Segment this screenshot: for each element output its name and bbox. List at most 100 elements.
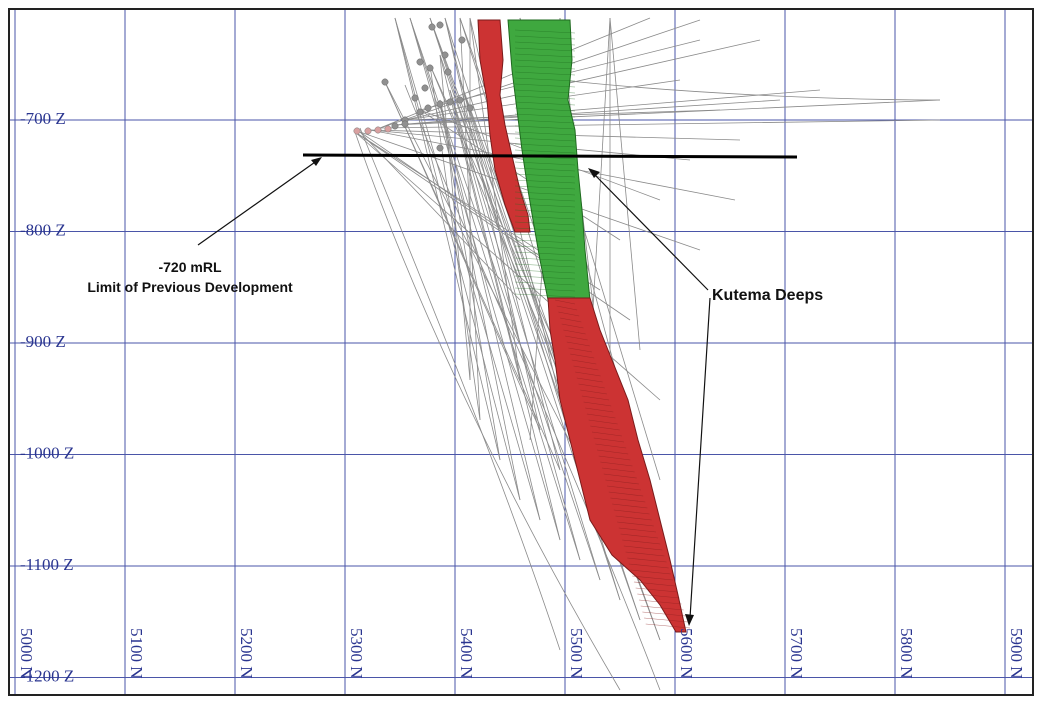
limit-level-label: -720 mRL	[158, 259, 221, 275]
drillhole-trace	[449, 89, 601, 581]
elevation-label-900: -900 Z	[20, 332, 66, 351]
orebody-hatch-line	[514, 53, 576, 58]
orebody-hatch-line	[514, 29, 576, 34]
kutema-arrowhead-lower	[685, 614, 694, 626]
orebody-hatch-line	[514, 125, 576, 130]
orebody-hatch-line	[637, 593, 680, 599]
orebody-hatch-line	[642, 611, 686, 617]
drillhole-collar	[391, 122, 399, 130]
orebody-hatch-line	[630, 569, 671, 575]
orebody-hatch-line	[627, 557, 667, 563]
orebody-hatch-line	[514, 245, 576, 250]
orebody-hatch-line	[514, 233, 576, 238]
drillhole-trace	[359, 127, 561, 651]
northing-label-5000: 5000 N	[17, 628, 36, 679]
orebody-red-lower	[547, 297, 687, 633]
orebody-hatch-line	[514, 197, 576, 202]
northing-labels: 5000 N 5100 N 5200 N 5300 N 5400 N 5500 N 5600…	[17, 628, 1026, 679]
orebody-hatch-line	[633, 581, 676, 587]
drillhole-trace	[354, 131, 621, 691]
orebody-hatch-line	[514, 137, 576, 142]
orebody-hatch-line	[635, 587, 678, 593]
orebody-hatch-line	[622, 539, 661, 545]
drillhole-collar	[416, 58, 424, 66]
drillhole-trace	[429, 64, 481, 421]
drillhole-trace	[419, 109, 621, 241]
orebody-hatch-line	[514, 161, 576, 166]
northing-label-5200: 5200 N	[237, 628, 256, 679]
orebody-hatch-line	[620, 533, 659, 539]
drillhole-trace	[394, 99, 941, 126]
drillhole-trace	[384, 81, 561, 471]
elevation-label-1200: -1200 Z	[20, 667, 74, 686]
drillhole-trace	[394, 17, 501, 461]
northing-grid	[14, 10, 1006, 694]
orebody-hatch-line	[514, 83, 576, 88]
orebody-hatch-line	[588, 419, 618, 425]
drillhole-trace	[404, 39, 761, 121]
orebody-hatch-line	[514, 65, 576, 70]
drillhole-trace	[409, 17, 561, 541]
drillhole-collar	[428, 23, 436, 31]
orebody-hatch-line	[580, 389, 607, 395]
orebody-hatch-line	[632, 575, 674, 581]
orebody-hatch-line	[558, 311, 580, 317]
orebody-hatch-line	[514, 107, 576, 112]
drillhole-collar	[456, 96, 464, 104]
orebody-hatch-line	[617, 521, 654, 527]
orebody-hatch-line	[602, 467, 635, 473]
orebody-hatch-line	[600, 461, 633, 467]
drillhole-collar	[466, 104, 474, 112]
orebody-hatch-line	[618, 527, 656, 533]
orebody-hatch-line	[590, 425, 620, 431]
orebody-hatch-line	[570, 353, 595, 359]
orebody-hatch-line	[514, 149, 576, 154]
orebody-hatch-line	[568, 347, 593, 353]
northing-label-5900: 5900 N	[1007, 628, 1026, 679]
drillhole-collar	[353, 127, 361, 135]
orebody-hatch-line	[583, 401, 612, 407]
drillhole-collar	[421, 84, 429, 92]
drillhole-collar	[446, 98, 454, 106]
orebody-hatch-line	[514, 185, 576, 190]
drillhole-collar	[364, 127, 372, 135]
orebody-hatch-line	[514, 257, 576, 262]
drillhole-collar	[384, 125, 392, 133]
drillhole-trace	[559, 79, 941, 101]
elevation-label-1000: -1000 Z	[20, 444, 74, 463]
orebody-hatch-line	[514, 41, 576, 46]
drillhole-collar	[424, 104, 432, 112]
orebody-hatch-line	[514, 191, 576, 196]
orebody-hatching	[514, 29, 691, 629]
drillhole-collar	[441, 51, 449, 59]
limit-leader-arrowhead	[311, 157, 322, 166]
orebody-hatch-line	[638, 599, 682, 605]
drillhole-collar	[374, 126, 382, 134]
drillhole-collar	[426, 64, 434, 72]
orebody-hatch-line	[514, 47, 576, 52]
orebody-hatch-line	[514, 293, 576, 298]
orebody-hatch-line	[612, 503, 648, 509]
orebody-hatch-line	[598, 455, 631, 461]
drillhole-trace	[394, 17, 541, 521]
orebody-hatch-line	[563, 329, 586, 335]
limit-of-previous-development-line	[302, 153, 798, 159]
drillhole-trace	[439, 54, 471, 381]
orebody-hatch-line	[585, 407, 614, 413]
orebody-hatch-line	[561, 323, 584, 329]
orebody-hatch-line	[607, 485, 642, 491]
orebody-hatch-line	[625, 551, 665, 557]
orebody-hatch-line	[514, 143, 576, 148]
drillhole-trace	[469, 17, 521, 381]
orebody-hatch-line	[514, 131, 576, 136]
elevation-label-700: -700 Z	[20, 109, 66, 128]
orebody-hatch-line	[554, 299, 576, 305]
orebody-hatch-line	[595, 443, 627, 449]
drillhole-collar	[436, 144, 444, 152]
kutema-leader-lower	[689, 297, 711, 619]
orebody-hatch-line	[514, 215, 576, 220]
orebody-hatch-line	[578, 383, 605, 389]
limit-leader-line	[197, 159, 319, 246]
orebody-hatch-line	[566, 341, 590, 347]
